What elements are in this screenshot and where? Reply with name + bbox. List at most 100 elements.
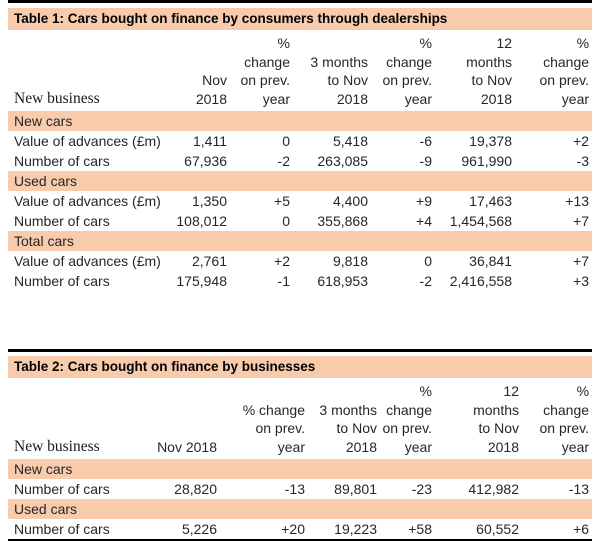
cell-value: +2 xyxy=(573,133,590,149)
cell-value: 175,948 xyxy=(176,273,227,289)
cell-value: 263,085 xyxy=(317,153,368,169)
cell-value: 36,841 xyxy=(469,253,512,269)
column-header-row: New business Nov 2018 % change on prev. … xyxy=(8,378,592,459)
cell-value: +5 xyxy=(274,193,290,209)
col-header-nov-2018: Nov 2018 xyxy=(195,72,227,107)
cell-value: +9 xyxy=(416,193,432,209)
table-row: Number of cars 108,012 0 355,868 +4 1,45… xyxy=(8,211,592,231)
table-row: Number of cars 175,948 -1 618,953 -2 2,4… xyxy=(8,271,592,291)
cell-value: -6 xyxy=(419,133,432,149)
table-row: Value of advances (£m) 1,411 0 5,418 -6 … xyxy=(8,131,592,151)
cell-value: +4 xyxy=(416,213,432,229)
row-label: Number of cars xyxy=(14,481,110,497)
section-header-new-cars: New cars xyxy=(8,459,593,479)
cell-value: 19,378 xyxy=(469,133,512,149)
col-header-pct-change-3: % change on prev. year xyxy=(539,35,590,107)
cell-value: +7 xyxy=(573,213,590,229)
row-header-label: New business xyxy=(14,89,100,107)
col-header-nov-2018: Nov 2018 xyxy=(157,438,217,455)
section-header-new-cars: New cars xyxy=(8,111,593,131)
col-header-pct-change-3: % change on prev. year xyxy=(539,383,590,455)
cell-value: 67,936 xyxy=(184,153,227,169)
col-header-3-months: 3 months to Nov 2018 xyxy=(310,53,368,107)
cell-value: -13 xyxy=(284,481,305,497)
col-header-3-months: 3 months to Nov 2018 xyxy=(319,401,377,455)
table-2: Table 2: Cars bought on finance by busin… xyxy=(8,356,593,539)
table-2-container: Table 2: Cars bought on finance by busin… xyxy=(8,349,605,541)
cell-value: 0 xyxy=(424,253,432,269)
column-header-row: New business Nov 2018 % change on prev. … xyxy=(8,30,592,111)
row-label: Value of advances (£m) xyxy=(14,193,161,209)
table-row: Number of cars 67,936 -2 263,085 -9 961,… xyxy=(8,151,592,171)
cell-value: 1,350 xyxy=(191,193,227,209)
cell-value: 412,982 xyxy=(468,481,519,497)
section-header-label: Used cars xyxy=(8,171,593,191)
cell-value: 60,552 xyxy=(476,521,519,537)
cell-value: -2 xyxy=(419,273,432,289)
cell-value: 5,226 xyxy=(181,521,217,537)
section-header-label: New cars xyxy=(8,459,593,479)
section-header-label: New cars xyxy=(8,111,593,131)
table-row: Value of advances (£m) 1,350 +5 4,400 +9… xyxy=(8,191,592,211)
section-header-label: Used cars xyxy=(8,499,593,519)
cell-value: -13 xyxy=(568,481,590,497)
cell-value: 2,416,558 xyxy=(449,273,512,289)
cell-value: 618,953 xyxy=(317,273,368,289)
cell-value: -23 xyxy=(411,481,432,497)
table-spacer xyxy=(8,291,605,349)
col-header-12-months: 12 months to Nov 2018 xyxy=(473,383,519,455)
table-1: Table 1: Cars bought on finance by consu… xyxy=(8,8,593,291)
cell-value: 2,761 xyxy=(191,253,227,269)
cell-value: -1 xyxy=(277,273,290,289)
col-header-pct-change-1: % change on prev. year xyxy=(240,35,290,107)
row-label: Number of cars xyxy=(14,153,110,169)
cell-value: 4,400 xyxy=(332,193,368,209)
cell-value: 355,868 xyxy=(317,213,368,229)
col-header-pct-change-2: % change on prev. year xyxy=(382,383,432,455)
cell-value: +13 xyxy=(565,193,590,209)
row-label: Number of cars xyxy=(14,521,110,537)
row-label: Number of cars xyxy=(14,273,110,289)
row-label: Number of cars xyxy=(14,213,110,229)
cell-value: +58 xyxy=(408,521,432,537)
section-header-used-cars: Used cars xyxy=(8,499,593,519)
col-header-pct-change-1: % change on prev. year xyxy=(242,401,305,455)
table-2-top-rule xyxy=(8,349,592,352)
cell-value: -2 xyxy=(277,153,290,169)
table-1-top-rule xyxy=(8,0,592,3)
cell-value: 9,818 xyxy=(332,253,368,269)
section-header-used-cars: Used cars xyxy=(8,171,593,191)
row-header-label: New business xyxy=(14,437,100,455)
table-row: Number of cars 28,820 -13 89,801 -23 412… xyxy=(8,479,592,499)
cell-value: 961,990 xyxy=(461,153,512,169)
cell-value: 1,411 xyxy=(193,133,227,149)
table-1-container: Table 1: Cars bought on finance by consu… xyxy=(8,0,605,291)
table-title: Table 1: Cars bought on finance by consu… xyxy=(8,8,593,30)
cell-value: +20 xyxy=(281,521,305,537)
table-title-row: Table 1: Cars bought on finance by consu… xyxy=(8,8,593,30)
col-header-12-months: 12 months to Nov 2018 xyxy=(466,35,512,107)
section-header-label: Total cars xyxy=(8,231,593,251)
cell-value: 108,012 xyxy=(176,213,227,229)
cell-value: 1,454,568 xyxy=(449,213,512,229)
cell-value: 28,820 xyxy=(174,481,217,497)
col-header-pct-change-2: % change on prev. year xyxy=(382,35,432,107)
cell-value: 5,418 xyxy=(332,133,368,149)
cell-value: 19,223 xyxy=(334,521,377,537)
table-title: Table 2: Cars bought on finance by busin… xyxy=(8,356,593,378)
cell-value: -3 xyxy=(576,153,590,169)
cell-value: 89,801 xyxy=(334,481,377,497)
row-label: Value of advances (£m) xyxy=(14,253,161,269)
cell-value: 0 xyxy=(282,213,290,229)
table-row: Value of advances (£m) 2,761 +2 9,818 0 … xyxy=(8,251,592,271)
row-label: Value of advances (£m) xyxy=(14,133,161,149)
cell-value: +7 xyxy=(573,253,590,269)
cell-value: +3 xyxy=(573,273,590,289)
cell-value: 17,463 xyxy=(469,193,512,209)
cell-value: +6 xyxy=(573,521,590,537)
cell-value: 0 xyxy=(282,133,290,149)
cell-value: +2 xyxy=(274,253,290,269)
table-row: Number of cars 5,226 +20 19,223 +58 60,5… xyxy=(8,519,592,539)
table-title-row: Table 2: Cars bought on finance by busin… xyxy=(8,356,593,378)
